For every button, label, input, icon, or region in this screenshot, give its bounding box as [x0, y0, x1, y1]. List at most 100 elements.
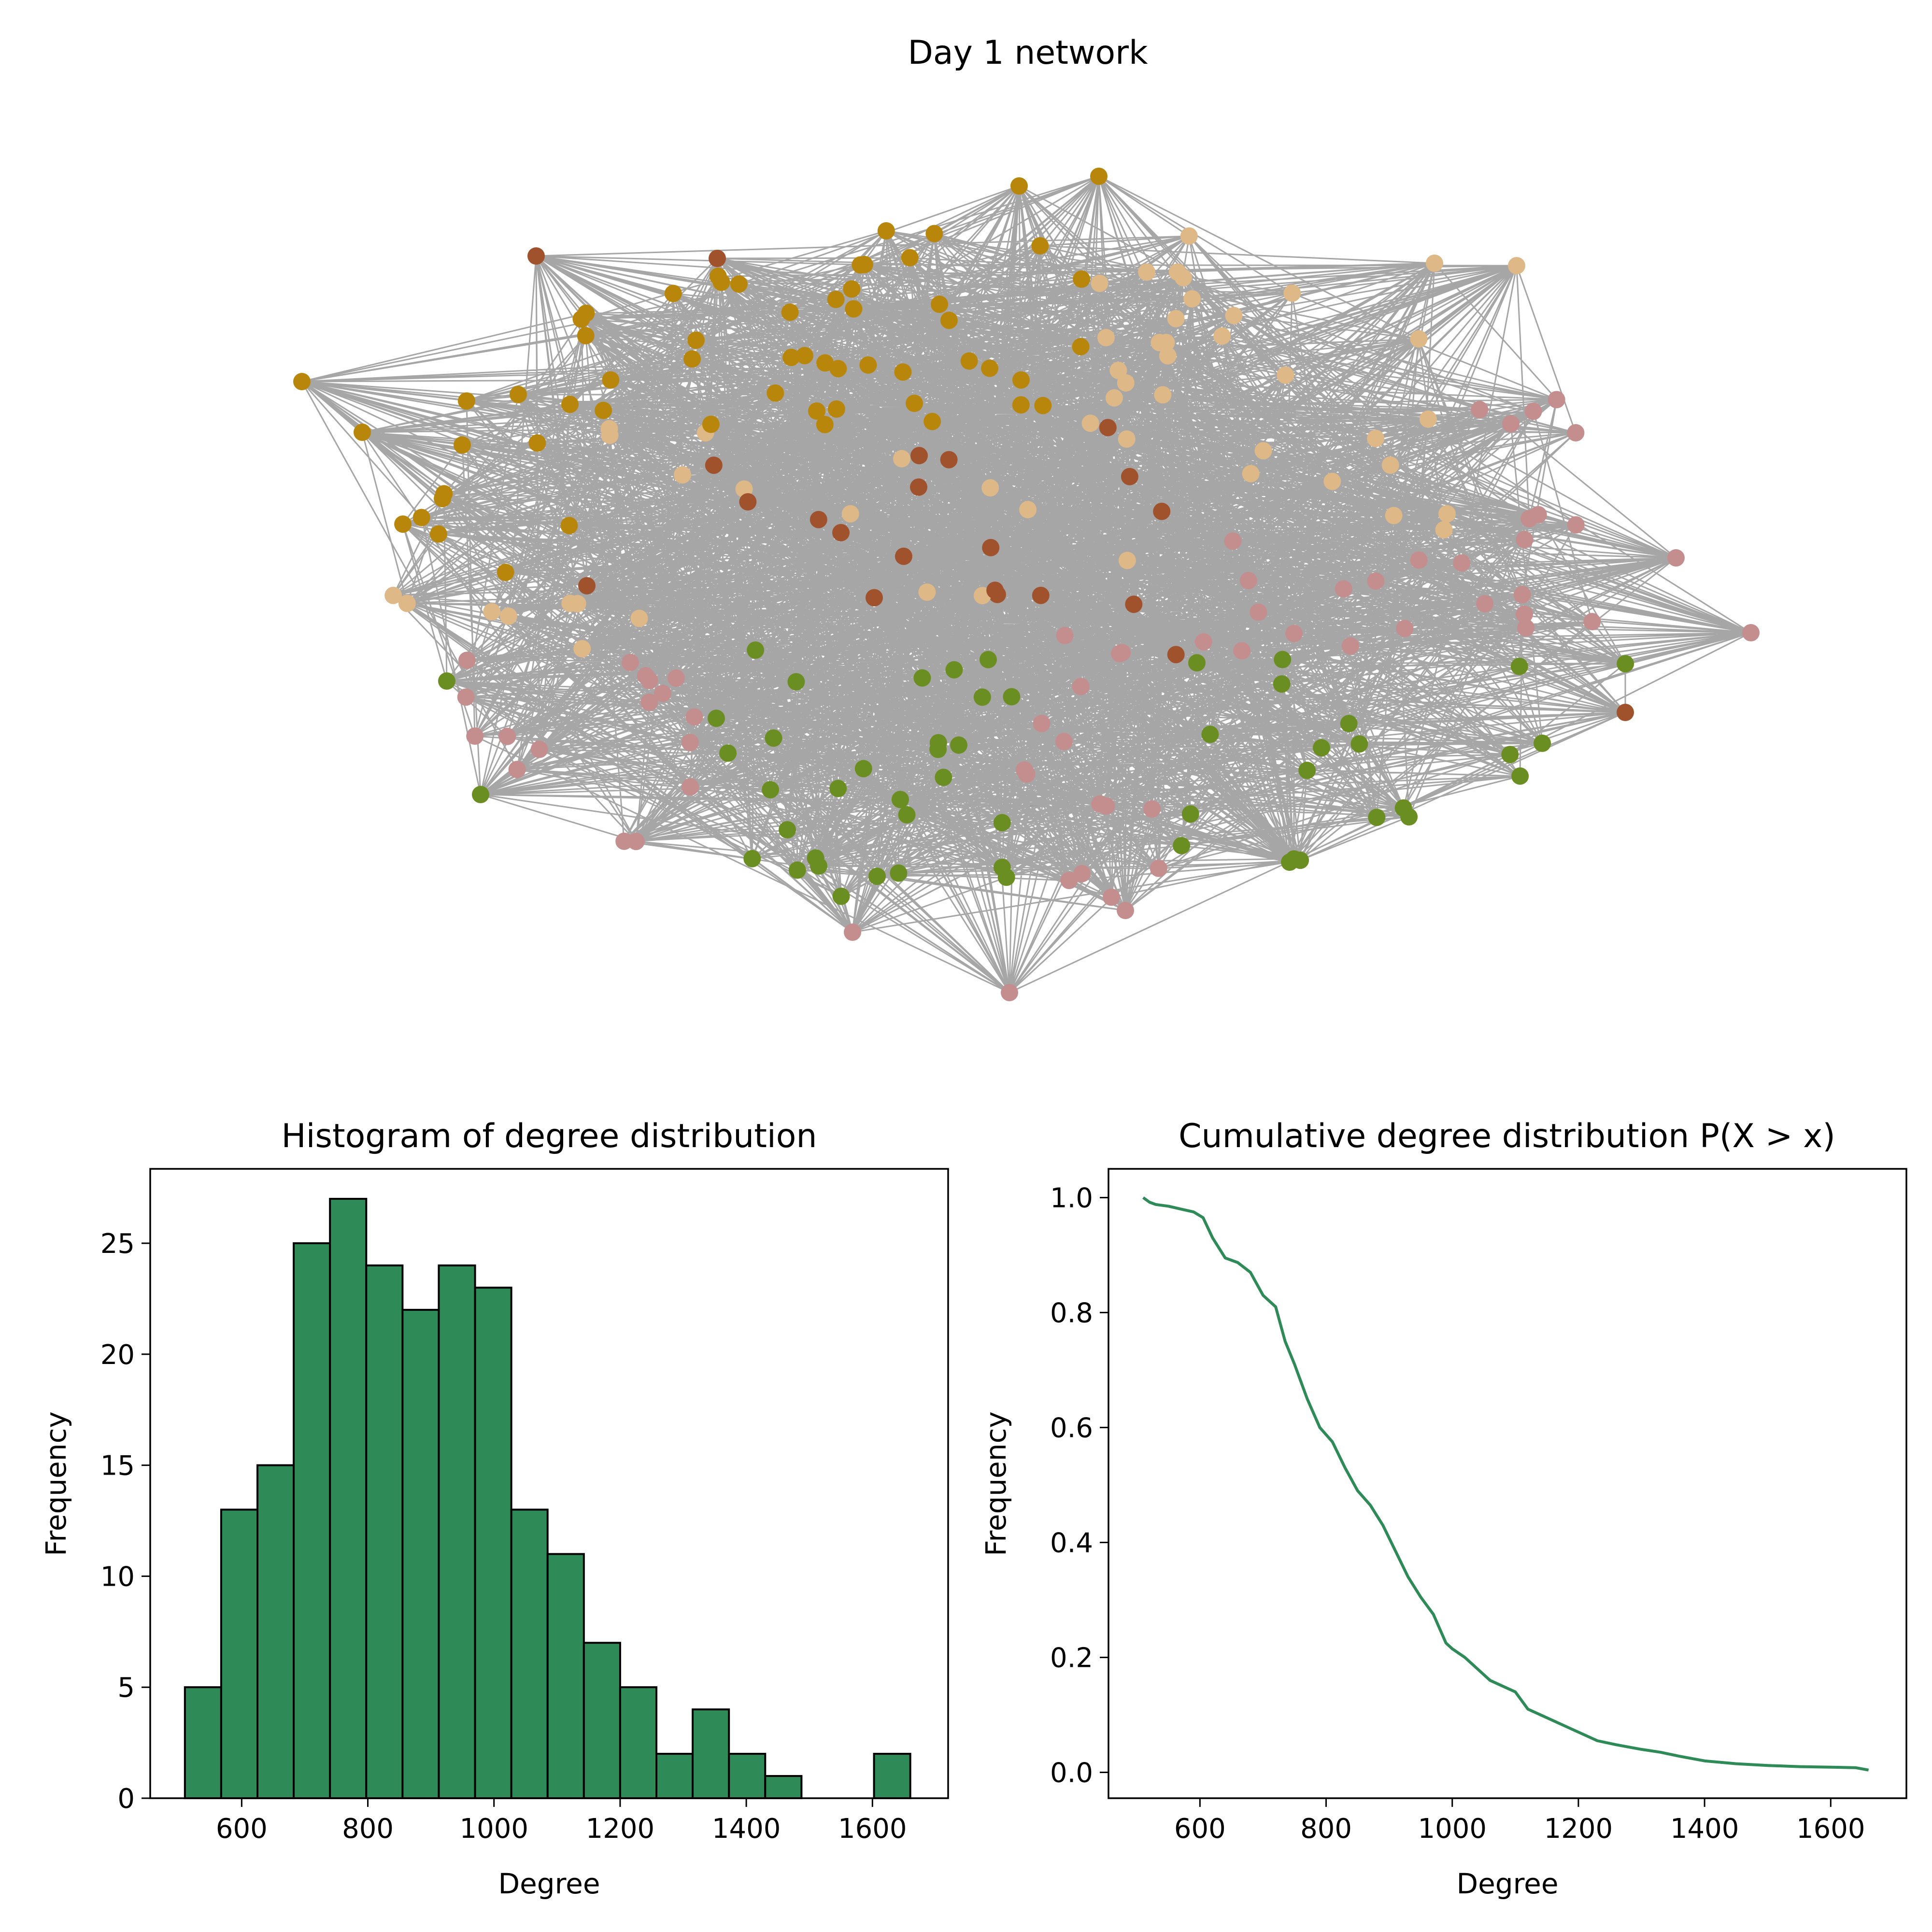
- network-node: [1617, 704, 1634, 721]
- cumulative-x-tick-label: 600: [1174, 1813, 1226, 1845]
- network-node: [1019, 501, 1037, 519]
- network-node: [1511, 767, 1529, 785]
- histogram-y-tick-label: 25: [100, 1228, 135, 1260]
- network-node: [438, 672, 455, 690]
- network-node: [1524, 402, 1542, 420]
- network-node: [1033, 714, 1051, 732]
- network-node: [1520, 510, 1538, 527]
- network-node: [1513, 586, 1531, 604]
- network-node: [1097, 329, 1115, 346]
- histogram-bar: [764, 1775, 803, 1800]
- network-node: [1471, 401, 1489, 418]
- cumulative-panel: Cumulative degree distribution P(X > x) …: [980, 1117, 1907, 1900]
- network-node: [1150, 859, 1167, 877]
- network-node: [945, 661, 963, 679]
- network-node: [664, 284, 682, 302]
- network-node: [1396, 620, 1414, 638]
- cumulative-y-tick-label: 0.6: [1050, 1412, 1093, 1444]
- network-node: [1001, 984, 1018, 1001]
- network-node: [807, 849, 824, 867]
- network-node: [1323, 472, 1341, 490]
- network-node: [808, 402, 825, 420]
- histogram-y-tick-label: 0: [117, 1783, 135, 1815]
- network-node: [993, 814, 1011, 832]
- network-node: [561, 396, 579, 413]
- network-node: [1438, 505, 1456, 523]
- network-node: [1034, 397, 1052, 414]
- network-node: [901, 249, 919, 267]
- network-node: [868, 867, 886, 885]
- network-node: [1534, 734, 1551, 752]
- network-node: [1032, 586, 1050, 604]
- network-node: [950, 736, 967, 754]
- network-node: [472, 786, 489, 803]
- network-node: [1476, 595, 1494, 612]
- network-panel: Day 1 network: [293, 34, 1760, 1001]
- histogram-axes-frame: [149, 1168, 949, 1799]
- network-node: [1410, 330, 1428, 348]
- network-node: [1298, 762, 1316, 779]
- network-node: [560, 517, 578, 535]
- histogram-bars: [184, 1198, 911, 1800]
- cumulative-series-line: [1142, 1196, 1869, 1772]
- network-node: [739, 493, 757, 511]
- network-node: [1018, 765, 1036, 783]
- network-node: [1517, 619, 1535, 637]
- network-node: [709, 268, 727, 285]
- network-node: [1168, 263, 1186, 281]
- network-node: [1225, 307, 1243, 325]
- histogram-bar: [619, 1686, 658, 1800]
- network-node: [621, 653, 639, 671]
- histogram-bar: [692, 1708, 730, 1800]
- network-node: [841, 505, 859, 523]
- network-node: [1118, 430, 1136, 448]
- network-node: [1121, 468, 1138, 485]
- network-node: [435, 485, 453, 503]
- network-node: [832, 887, 850, 905]
- network-node: [1385, 507, 1403, 525]
- network-node: [940, 451, 958, 469]
- cumulative-x-tick-label: 800: [1300, 1813, 1352, 1845]
- network-title: Day 1 network: [908, 34, 1149, 72]
- network-node: [1410, 551, 1428, 569]
- network-node: [1277, 366, 1294, 384]
- network-node: [767, 384, 784, 402]
- network-node: [1173, 837, 1191, 854]
- histogram-bar: [220, 1508, 259, 1799]
- network-node: [1242, 465, 1260, 483]
- network-node: [708, 710, 725, 727]
- network-node: [1285, 625, 1303, 642]
- network-node: [1510, 657, 1528, 675]
- network-node: [572, 310, 590, 328]
- network-node: [1113, 644, 1131, 662]
- network-node: [1340, 715, 1358, 732]
- network-node: [1567, 516, 1585, 534]
- network-node: [685, 708, 703, 726]
- network-node: [1073, 865, 1091, 882]
- network-node: [509, 385, 527, 403]
- network-node: [816, 354, 834, 372]
- histogram-x-tick-label: 1200: [586, 1813, 655, 1845]
- histogram-panel: Histogram of degree distribution 600 800 1…: [40, 1117, 949, 1900]
- histogram-y-tick-label: 20: [100, 1339, 135, 1371]
- network-node: [895, 547, 912, 565]
- network-node: [702, 415, 720, 433]
- network-node: [1010, 177, 1028, 195]
- network-node: [894, 363, 912, 381]
- network-node: [787, 673, 805, 691]
- histogram-bar: [546, 1553, 585, 1799]
- network-node: [843, 280, 861, 298]
- network-node: [573, 640, 591, 658]
- network-node: [854, 760, 872, 778]
- histogram-y-tick-label: 15: [100, 1450, 135, 1482]
- network-node: [960, 352, 978, 370]
- network-node: [730, 275, 748, 293]
- network-node: [667, 669, 685, 687]
- network-node: [1350, 735, 1368, 753]
- network-node: [1081, 414, 1099, 432]
- network-edges: [301, 175, 1751, 994]
- network-node: [454, 436, 471, 454]
- network-node: [682, 778, 699, 796]
- network-node: [1239, 572, 1257, 589]
- network-node: [1180, 227, 1198, 245]
